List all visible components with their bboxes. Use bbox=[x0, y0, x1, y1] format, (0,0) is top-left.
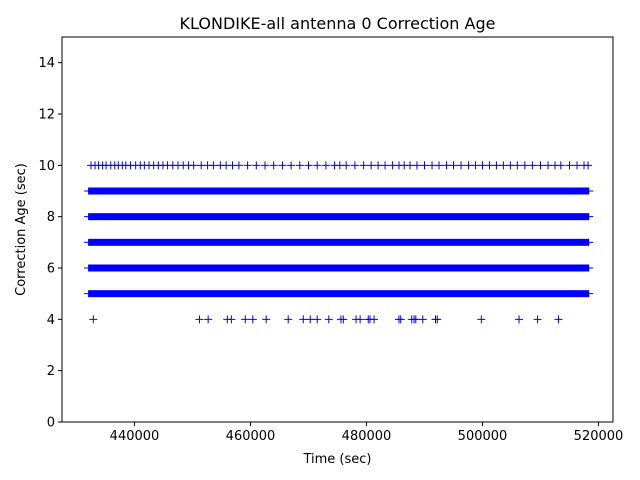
data-point bbox=[471, 161, 480, 170]
data-point bbox=[356, 315, 365, 324]
data-point bbox=[204, 315, 213, 324]
data-point bbox=[374, 161, 383, 170]
data-point bbox=[464, 161, 473, 170]
data-point bbox=[428, 161, 437, 170]
data-point bbox=[536, 161, 545, 170]
data-point bbox=[520, 161, 529, 170]
data-point bbox=[478, 161, 487, 170]
data-point bbox=[248, 315, 257, 324]
x-tick-label: 520000 bbox=[574, 429, 624, 444]
data-point bbox=[433, 315, 442, 324]
y-tick-label: 10 bbox=[38, 159, 55, 174]
data-point bbox=[544, 161, 553, 170]
data-point bbox=[556, 161, 565, 170]
data-band-y7 bbox=[84, 238, 594, 246]
data-point bbox=[195, 315, 204, 324]
data-point bbox=[515, 315, 524, 324]
data-point bbox=[367, 161, 376, 170]
plot-border bbox=[61, 36, 614, 423]
y-tick-label: 0 bbox=[47, 416, 55, 431]
data-point bbox=[565, 161, 574, 170]
data-point bbox=[406, 161, 414, 170]
y-axis-ticks: 0 2 4 6 8 10 12 14 bbox=[38, 56, 62, 431]
data-point bbox=[261, 161, 269, 170]
data-point bbox=[513, 161, 522, 170]
data-points-y10 bbox=[87, 161, 593, 170]
data-point bbox=[306, 315, 315, 324]
x-tick-label: 440000 bbox=[110, 429, 160, 444]
data-point bbox=[299, 315, 308, 324]
x-axis-ticks: 440000 460000 480000 500000 520000 bbox=[110, 422, 624, 444]
data-point bbox=[342, 161, 351, 170]
data-point bbox=[420, 161, 429, 170]
data-point bbox=[209, 161, 218, 170]
data-point bbox=[295, 161, 304, 170]
x-tick-label: 460000 bbox=[226, 429, 276, 444]
data-band-y5 bbox=[84, 290, 594, 298]
data-point bbox=[189, 161, 198, 170]
data-points-layer bbox=[84, 161, 594, 324]
data-band-y6 bbox=[84, 264, 594, 272]
data-point bbox=[262, 315, 271, 324]
y-axis-label: Correction Age (sec) bbox=[14, 163, 29, 296]
data-band-y9 bbox=[84, 187, 594, 195]
data-point bbox=[234, 161, 243, 170]
data-point bbox=[304, 161, 313, 170]
data-point bbox=[359, 161, 368, 170]
y-tick-label: 8 bbox=[47, 210, 55, 225]
data-point bbox=[321, 161, 330, 170]
data-points-y4 bbox=[89, 315, 563, 324]
data-point bbox=[269, 161, 278, 170]
data-point bbox=[584, 161, 593, 170]
x-tick-label: 480000 bbox=[342, 429, 392, 444]
data-point bbox=[370, 315, 379, 324]
data-point bbox=[396, 315, 405, 324]
y-tick-label: 12 bbox=[38, 108, 55, 123]
data-point bbox=[313, 315, 322, 324]
data-point bbox=[278, 161, 287, 170]
data-point bbox=[477, 315, 486, 324]
data-point bbox=[442, 161, 451, 170]
y-tick-label: 6 bbox=[47, 262, 55, 277]
data-point bbox=[313, 161, 322, 170]
data-point bbox=[350, 161, 359, 170]
data-point bbox=[533, 315, 542, 324]
data-point bbox=[284, 315, 293, 324]
data-point bbox=[241, 315, 250, 324]
data-point bbox=[499, 161, 508, 170]
data-point bbox=[243, 161, 252, 170]
data-point bbox=[339, 315, 348, 324]
data-point bbox=[324, 315, 333, 324]
data-point bbox=[418, 315, 427, 324]
data-point bbox=[506, 161, 515, 170]
data-point bbox=[449, 161, 458, 170]
y-tick-label: 14 bbox=[38, 56, 55, 71]
chart-title: KLONDIKE-all antenna 0 Correction Age bbox=[180, 14, 496, 33]
data-point bbox=[528, 161, 537, 170]
data-point bbox=[89, 315, 98, 324]
data-point bbox=[227, 315, 236, 324]
data-point bbox=[381, 161, 390, 170]
data-point bbox=[252, 161, 261, 170]
x-tick-label: 500000 bbox=[458, 429, 508, 444]
data-point bbox=[435, 161, 443, 170]
data-point bbox=[287, 161, 296, 170]
data-point bbox=[457, 161, 466, 170]
y-tick-label: 2 bbox=[47, 364, 55, 379]
data-band-y8 bbox=[84, 213, 594, 221]
data-point bbox=[411, 315, 420, 324]
y-tick-label: 4 bbox=[47, 313, 55, 328]
data-point bbox=[554, 315, 563, 324]
data-point bbox=[485, 161, 494, 170]
data-point bbox=[412, 161, 421, 170]
data-point bbox=[573, 161, 582, 170]
data-point bbox=[492, 161, 501, 170]
plot-area bbox=[62, 37, 613, 422]
x-axis-label: Time (sec) bbox=[302, 452, 371, 467]
